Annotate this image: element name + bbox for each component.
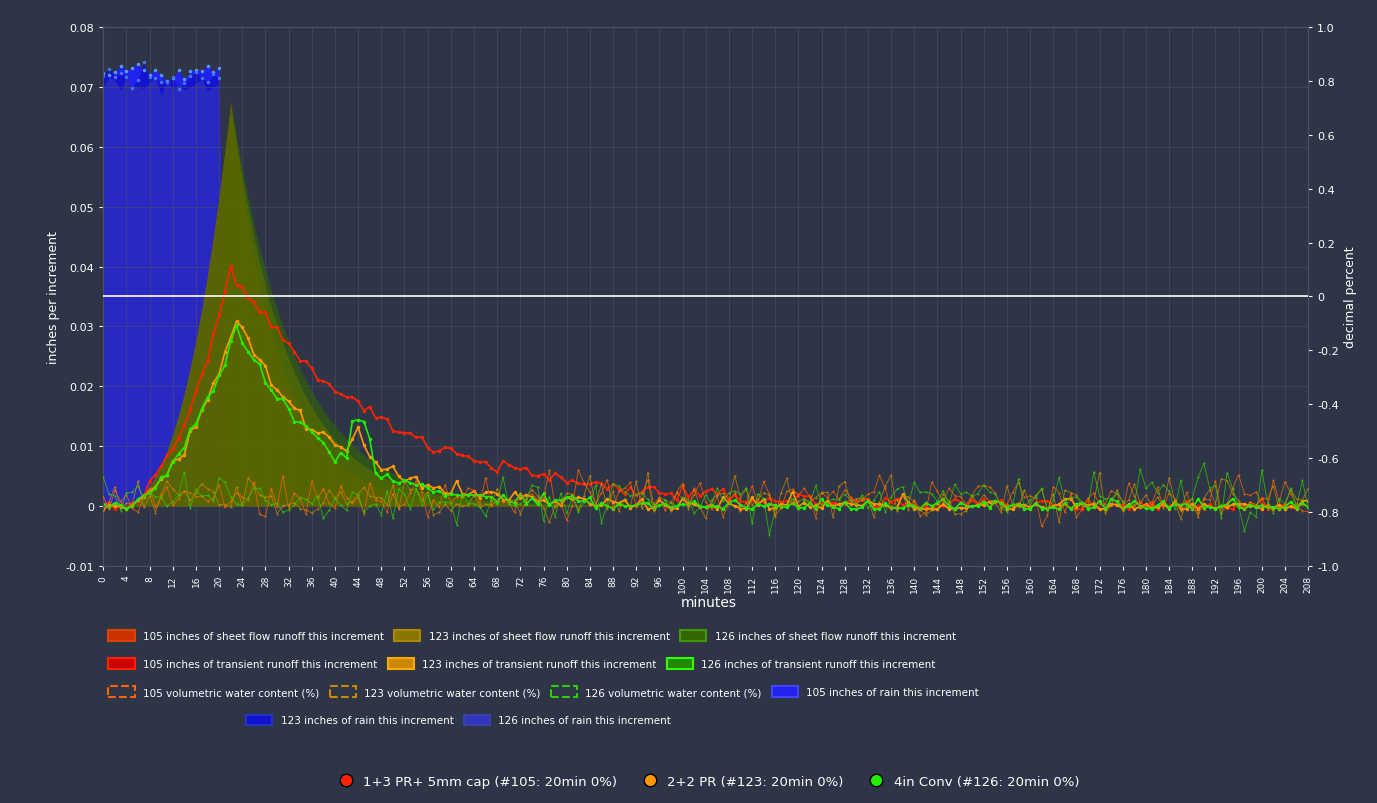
Legend: 105 inches of sheet flow runoff this increment, 123 inches of sheet flow runoff : 105 inches of sheet flow runoff this inc…: [109, 630, 956, 642]
Y-axis label: decimal percent: decimal percent: [1344, 247, 1358, 348]
Text: minutes: minutes: [682, 595, 737, 609]
Legend: 105 volumetric water content (%), 123 volumetric water content (%), 126 volumetr: 105 volumetric water content (%), 123 vo…: [109, 687, 979, 698]
Y-axis label: inches per increment: inches per increment: [47, 230, 61, 364]
Legend: 105 inches of transient runoff this increment, 123 inches of transient runoff th: 105 inches of transient runoff this incr…: [109, 658, 935, 670]
Legend: 1+3 PR+ 5mm cap (#105: 20min 0%), 2+2 PR (#123: 20min 0%), 4in Conv (#126: 20min: 1+3 PR+ 5mm cap (#105: 20min 0%), 2+2 PR…: [339, 775, 1080, 789]
Legend: 123 inches of rain this increment, 126 inches of rain this increment: 123 inches of rain this increment, 126 i…: [246, 715, 671, 726]
